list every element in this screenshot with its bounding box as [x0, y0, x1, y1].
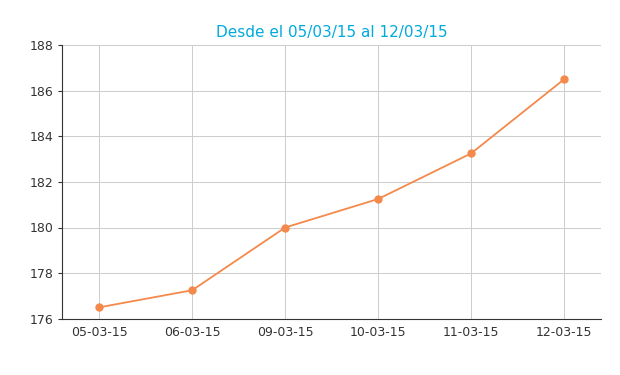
Title: Desde el 05/03/15 al 12/03/15: Desde el 05/03/15 al 12/03/15 — [216, 25, 448, 40]
